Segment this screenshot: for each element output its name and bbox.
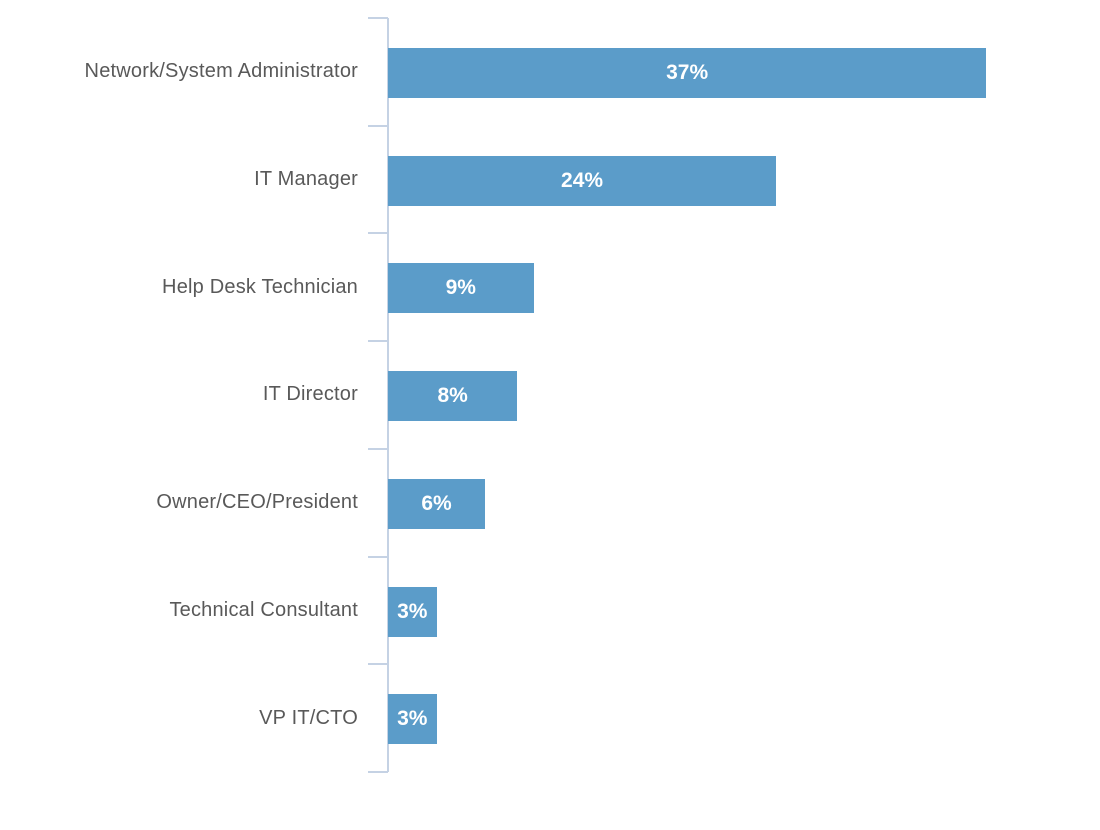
chart-row: Technical Consultant 3%: [0, 557, 1100, 665]
category-label: IT Manager: [254, 168, 358, 191]
chart-row: Network/System Administrator 37%: [0, 18, 1100, 126]
bar-value-label: 8%: [437, 384, 468, 408]
y-axis-tick: [368, 17, 388, 19]
bar: 3%: [388, 694, 437, 745]
bar: 6%: [388, 478, 486, 529]
bar: 24%: [388, 155, 777, 206]
y-axis-tick: [368, 663, 388, 666]
bar-value-label: 3%: [397, 599, 428, 623]
chart-row: IT Director 8%: [0, 341, 1100, 449]
chart-row: Help Desk Technician 9%: [0, 233, 1100, 341]
bar-value-label: 24%: [561, 168, 604, 192]
y-axis-tick: [368, 770, 388, 773]
bar: 9%: [388, 263, 534, 314]
category-label: IT Director: [262, 383, 358, 406]
y-axis-tick: [368, 447, 388, 450]
chart-row: IT Manager 24%: [0, 126, 1100, 234]
bar: 37%: [388, 48, 987, 98]
bar: 3%: [388, 586, 437, 637]
category-label: VP IT/CTO: [259, 706, 358, 729]
category-label: Help Desk Technician: [162, 275, 358, 298]
bar-value-label: 6%: [421, 491, 452, 515]
bar-value-label: 37%: [666, 61, 709, 84]
bar: 8%: [388, 371, 518, 422]
category-label: Technical Consultant: [169, 598, 358, 621]
category-label: Network/System Administrator: [84, 60, 358, 83]
bar-value-label: 9%: [445, 276, 476, 300]
bar-value-label: 3%: [397, 707, 428, 731]
chart-rows: Network/System Administrator 37% IT Manage…: [0, 18, 1100, 772]
y-axis-tick: [368, 555, 388, 558]
y-axis-tick: [368, 340, 388, 343]
chart-row: Owner/CEO/President 6%: [0, 449, 1100, 557]
category-label: Owner/CEO/President: [156, 491, 358, 514]
chart-row: VP IT/CTO 3%: [0, 664, 1100, 772]
y-axis-tick: [368, 124, 388, 127]
y-axis-tick: [368, 232, 388, 235]
